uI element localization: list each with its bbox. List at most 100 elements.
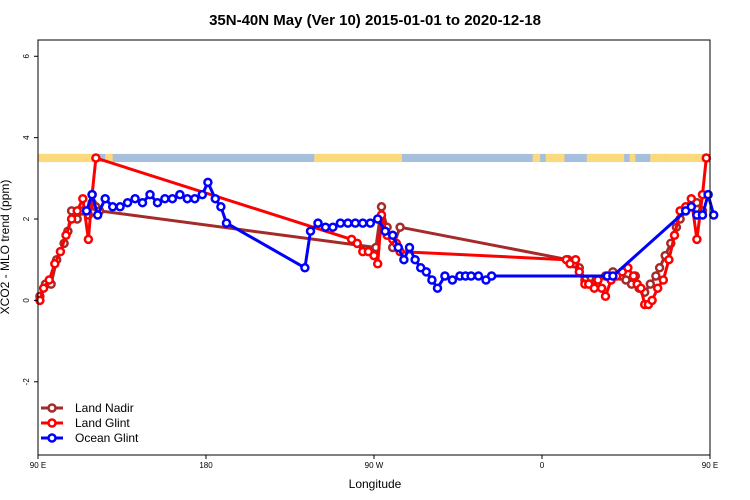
series-2-point-51	[608, 271, 618, 281]
y-axis: -2 0 2 4 6	[22, 54, 38, 386]
series-1-point-45	[664, 254, 674, 265]
legend-label-0: Land Nadir	[75, 401, 134, 415]
y-tick-label-1: 0	[22, 298, 31, 303]
series-2-point-3	[100, 193, 110, 204]
series-2-point-46	[466, 271, 476, 281]
series-1-point-25	[570, 254, 581, 265]
series-2-point-27	[343, 218, 353, 228]
series-2-point-13	[175, 189, 185, 200]
series-2-point-2	[92, 210, 103, 220]
series-2-point-56	[703, 189, 713, 200]
series-1-point-46	[669, 230, 680, 241]
y-tick-label-0: -2	[22, 378, 31, 386]
series-2-point-15	[190, 193, 200, 204]
series-1-point-49	[686, 193, 697, 204]
series-1-point-52	[701, 153, 712, 163]
series-1-point-32	[600, 291, 611, 302]
series-2-point-40	[427, 275, 437, 285]
x-tick-label-1: 180	[199, 461, 213, 470]
series-2-point-8	[137, 197, 148, 208]
series-2-point-57	[708, 210, 719, 220]
series-1-point-7	[72, 206, 82, 216]
land-band-0	[38, 153, 94, 163]
series-2-point-6	[122, 197, 133, 208]
series-2-point-49	[486, 271, 497, 281]
legend-label-2: Ocean Glint	[75, 431, 139, 445]
series-2-point-22	[305, 226, 316, 236]
series-1-point-43	[652, 283, 663, 293]
series-2-point-41	[432, 283, 443, 293]
series-0-point-17	[395, 222, 405, 232]
series-1-point-9	[83, 234, 94, 245]
series-1-point-6	[66, 214, 77, 224]
series-1-point-17	[372, 259, 383, 269]
series-1-point-5	[61, 230, 71, 241]
series-2-point-28	[350, 218, 361, 228]
series-2-point-9	[145, 189, 155, 200]
series-2-point-20	[221, 218, 232, 228]
series-2-point-19	[216, 202, 226, 212]
series-2-point-34	[393, 242, 404, 253]
series-1-point-39	[636, 283, 646, 293]
series-2-point-4	[107, 202, 118, 212]
series-1-point-31	[596, 283, 607, 293]
series-2-point-30	[365, 218, 376, 228]
series-1-point-37	[628, 271, 639, 281]
y-tick-label-3: 4	[22, 135, 31, 140]
series-0-point-33	[651, 271, 661, 281]
landmask-strip	[38, 153, 710, 163]
legend-marker-0	[47, 403, 57, 413]
series-2-point-1	[87, 189, 97, 200]
series-line-1	[38, 156, 708, 306]
land-band-6	[629, 153, 636, 163]
series-0-point-32	[645, 279, 656, 289]
series-2-point-42	[440, 271, 450, 281]
x-axis-label: Longitude	[349, 477, 402, 491]
series-2-point-36	[404, 242, 415, 253]
series-0-point-34	[654, 263, 665, 273]
x-tick-label-0: 90 E	[30, 461, 46, 470]
series-2-point-12	[167, 193, 178, 204]
y-tick-label-4: 6	[22, 54, 31, 59]
land-band-2	[314, 153, 402, 163]
land-band-1	[105, 153, 113, 163]
series-0-point-14	[376, 202, 387, 212]
series-1-point-2	[44, 275, 54, 285]
land-band-5	[586, 153, 625, 163]
y-tick-label-2: 2	[22, 216, 31, 221]
series-2-point-7	[130, 193, 140, 204]
series-2-point-14	[182, 193, 193, 204]
series-1-point-16	[369, 250, 379, 261]
series-1-point-8	[78, 193, 88, 204]
legend-item-2: Ocean Glint	[41, 431, 139, 445]
series-2-point-25	[328, 222, 338, 232]
series-2-point-43	[447, 275, 458, 285]
legend-marker-1	[47, 418, 57, 428]
series-1-point-29	[589, 283, 600, 293]
series-2-point-32	[380, 226, 390, 236]
chart-title: 35N-40N May (Ver 10) 2015-01-01 to 2020-…	[209, 12, 541, 29]
series-1-point-26	[574, 267, 585, 277]
series-2	[81, 177, 719, 293]
series-1-point-1	[38, 283, 49, 293]
series-1-point-11	[91, 153, 101, 163]
series-2-point-26	[335, 218, 346, 228]
series-1-point-50	[692, 234, 702, 245]
land-band-8	[665, 153, 703, 163]
series-1-point-42	[647, 295, 657, 306]
series-2-point-39	[421, 267, 432, 277]
series-1-point-30	[593, 275, 603, 285]
x-tick-label-2: 90 W	[365, 461, 384, 470]
legend-label-1: Land Glint	[75, 416, 130, 430]
series-2-point-23	[313, 218, 323, 228]
series-2-point-37	[410, 254, 420, 265]
series-2-point-21	[300, 263, 310, 273]
series-2-point-31	[372, 214, 383, 224]
series-2-point-29	[358, 218, 368, 228]
series-1-point-4	[55, 246, 66, 257]
series-2-point-0	[81, 206, 92, 216]
series-2-point-5	[115, 202, 125, 212]
legend-marker-2	[47, 433, 57, 443]
series-1-point-3	[50, 259, 60, 269]
